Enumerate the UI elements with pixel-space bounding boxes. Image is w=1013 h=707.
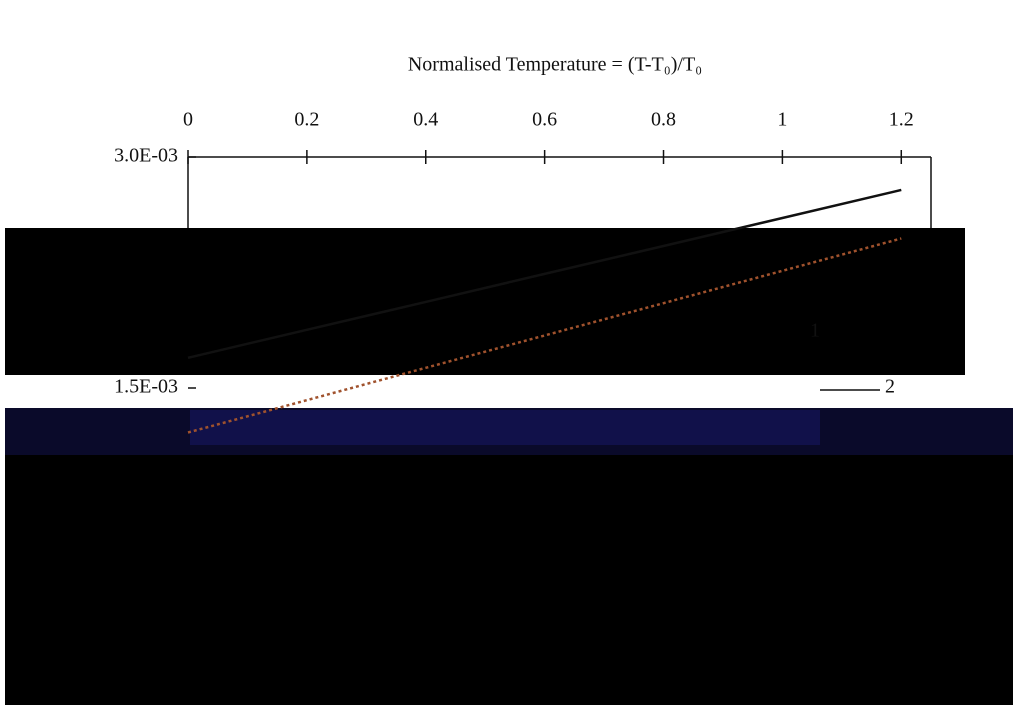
x-tick-label: 0.4 [413, 109, 438, 131]
series-label: 1 [810, 320, 820, 342]
dark-region [5, 455, 1013, 705]
x-tick-label: 0 [183, 109, 193, 131]
chart-title: Normalised Temperature = (T-T₀)/T₀ [408, 54, 702, 76]
dark-band [190, 410, 820, 445]
x-tick-label: 0.6 [532, 109, 557, 131]
x-tick-label: 1.2 [889, 109, 914, 131]
x-tick-label: 0.2 [294, 109, 319, 131]
series-label: 2 [885, 376, 895, 398]
y-tick-label: 3.0E-03 [114, 145, 178, 167]
x-tick-label: 1 [777, 109, 787, 131]
series-line [187, 188, 902, 360]
y-tick-label: 1.5E-03 [114, 376, 178, 398]
x-tick-label: 0.8 [651, 109, 676, 131]
